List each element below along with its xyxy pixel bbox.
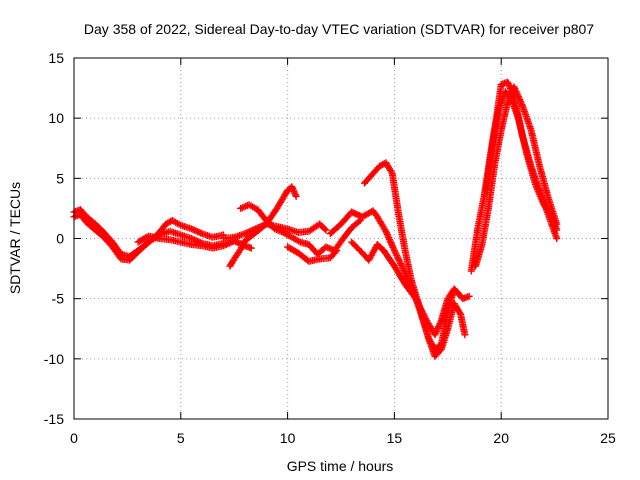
- data-point: [390, 245, 398, 253]
- data-point: [510, 83, 518, 91]
- data-point: [504, 80, 512, 88]
- data-point: [289, 186, 297, 194]
- data-point: [513, 89, 521, 97]
- data-point: [465, 292, 473, 300]
- y-tick-label: 15: [48, 50, 64, 66]
- data-point: [288, 183, 296, 191]
- data-point: [387, 168, 395, 176]
- data-point: [517, 99, 525, 107]
- x-tick-label: 10: [280, 430, 296, 446]
- data-point: [437, 318, 445, 326]
- data-point: [433, 326, 441, 334]
- data-point: [355, 218, 363, 226]
- data-point: [331, 248, 339, 256]
- data-point: [292, 192, 300, 200]
- data-point: [383, 230, 391, 238]
- data-point: [291, 189, 299, 197]
- data-point: [505, 81, 513, 89]
- y-tick-label: 10: [48, 110, 64, 126]
- x-tick-label: 15: [387, 430, 403, 446]
- data-point: [435, 323, 443, 331]
- data-point: [385, 235, 393, 243]
- data-point: [431, 331, 439, 339]
- data-point: [384, 232, 392, 240]
- data-point: [382, 227, 390, 235]
- data-point: [434, 324, 442, 332]
- ticks: 0 5 10 15 20 25 -15 -10 -5 0 5 10 15: [44, 50, 616, 446]
- x-tick-label: 0: [70, 430, 78, 446]
- y-tick-label: -5: [52, 291, 65, 307]
- y-tick-label: -15: [44, 411, 64, 427]
- data-point: [290, 188, 298, 196]
- x-tick-label: 20: [493, 430, 509, 446]
- data-point: [432, 328, 440, 336]
- y-tick-label: 0: [56, 231, 64, 247]
- data-point: [383, 229, 391, 237]
- y-tick-label: 5: [56, 170, 64, 186]
- data-point: [435, 321, 443, 329]
- data-point: [514, 91, 522, 99]
- data-point: [553, 226, 561, 234]
- data-point: [516, 97, 524, 105]
- data-point: [511, 84, 519, 92]
- x-tick-label: 5: [177, 430, 185, 446]
- data-point: [291, 191, 299, 199]
- data-point: [388, 240, 396, 248]
- data-point: [516, 96, 524, 104]
- data-layer: [70, 78, 561, 360]
- data-point: [247, 244, 255, 252]
- data-point: [387, 239, 395, 247]
- data-point: [547, 211, 555, 219]
- data-point: [321, 225, 329, 233]
- data-point: [289, 184, 297, 192]
- data-point: [453, 289, 461, 297]
- y-tick-label: -10: [44, 351, 64, 367]
- chart-title: Day 358 of 2022, Sidereal Day-to-day VTE…: [84, 21, 594, 37]
- data-point: [553, 235, 561, 242]
- data-point: [388, 242, 396, 250]
- data-point: [515, 94, 523, 102]
- data-point: [386, 237, 394, 245]
- data-point: [512, 88, 520, 96]
- data-point: [511, 86, 519, 94]
- data-point: [461, 331, 469, 339]
- data-point: [514, 93, 522, 101]
- y-axis-label: SDTVAR / TECUs: [7, 182, 23, 294]
- data-point: [504, 78, 512, 86]
- data-point: [385, 234, 393, 242]
- data-point: [436, 320, 444, 328]
- data-point: [389, 243, 397, 251]
- data-point: [333, 247, 341, 255]
- data-point: [322, 226, 330, 234]
- x-tick-label: 25: [600, 430, 616, 446]
- x-axis-label: GPS time / hours: [287, 458, 394, 474]
- data-point: [454, 290, 462, 298]
- data-point: [432, 329, 440, 337]
- data-point: [518, 101, 526, 109]
- data-point: [456, 309, 464, 317]
